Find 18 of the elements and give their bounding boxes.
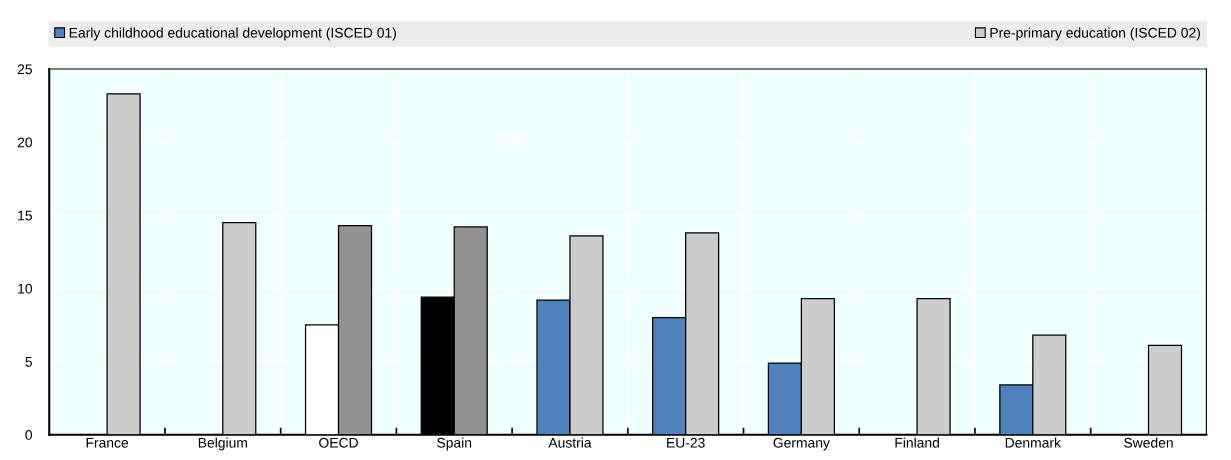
y-tick-label: 25 bbox=[17, 64, 32, 75]
x-tick-label: Belgium bbox=[198, 437, 247, 451]
y-tick-label: 15 bbox=[18, 210, 32, 221]
y-tick-label: 20 bbox=[17, 137, 33, 148]
x-tick-label: OECD bbox=[319, 437, 358, 448]
y-tick-label: 5 bbox=[25, 357, 32, 367]
x-tick-label: Sweden bbox=[1124, 437, 1173, 448]
x-tick-label: EU-23 bbox=[667, 437, 705, 448]
x-tick-label: Finland bbox=[895, 437, 939, 448]
x-tick-label: Austria bbox=[548, 437, 592, 448]
x-tick-label: Spain bbox=[437, 437, 472, 451]
y-tick-label: 0 bbox=[25, 430, 33, 440]
legend-label: Pre-primary education (ISCED 02) bbox=[990, 27, 1200, 41]
y-tick-label: 10 bbox=[18, 283, 33, 294]
x-tick-label: Denmark bbox=[1005, 437, 1061, 448]
legend-label: Early childhood educational development (ISCED 01) bbox=[69, 27, 396, 41]
x-tick-label: Germany bbox=[773, 437, 830, 451]
x-tick-label: France bbox=[86, 437, 129, 448]
